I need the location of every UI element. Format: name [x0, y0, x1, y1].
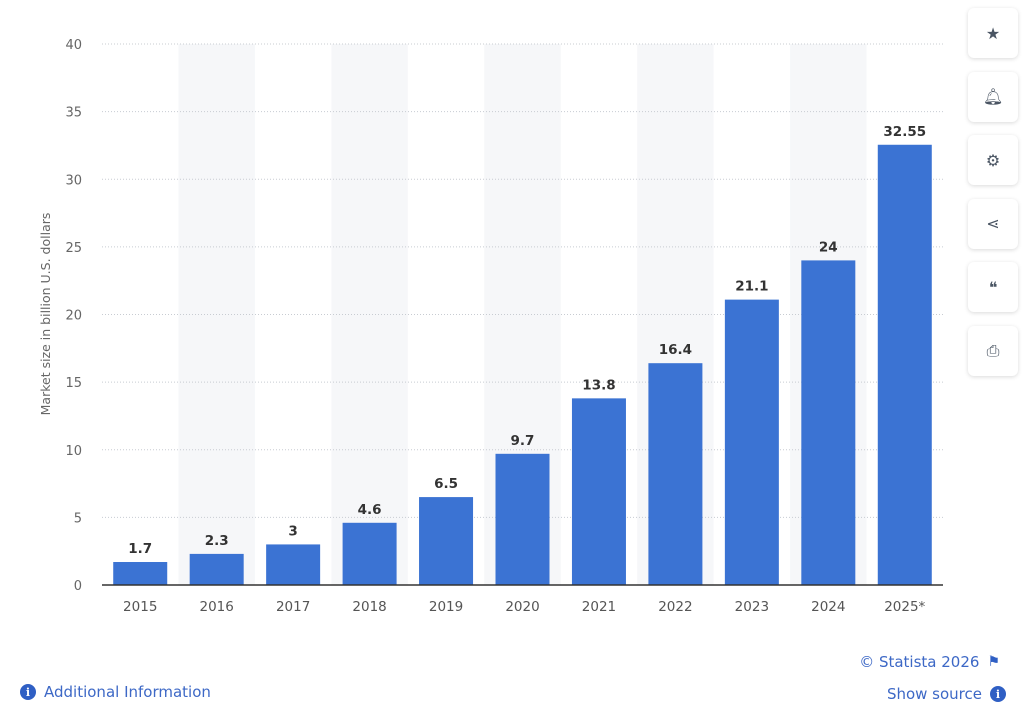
additional-information-label: Additional Information	[44, 683, 211, 701]
x-tick-label: 2019	[429, 599, 463, 615]
data-label: 1.7	[128, 541, 152, 557]
copyright-link[interactable]: © Statista 2026 ⚑	[859, 653, 1000, 671]
data-label: 4.6	[358, 502, 382, 518]
gear-button[interactable]: ⚙	[968, 135, 1018, 185]
bar	[801, 260, 856, 585]
y-tick-label: 5	[74, 511, 82, 526]
data-label: 32.55	[883, 124, 926, 140]
share-icon: ⋖	[986, 214, 1000, 233]
info-icon: i	[20, 684, 36, 700]
bar	[419, 497, 474, 585]
star-button[interactable]: ★	[968, 8, 1018, 58]
data-label: 3	[288, 523, 297, 539]
y-tick-label: 25	[65, 241, 82, 256]
gear-icon: ⚙	[985, 150, 1001, 170]
x-tick-label: 2017	[276, 599, 310, 615]
x-tick-label: 2024	[811, 599, 845, 615]
bar	[189, 553, 244, 585]
quote-icon: ❝	[988, 277, 998, 297]
bar	[266, 544, 321, 585]
additional-information-link[interactable]: i Additional Information	[20, 683, 211, 701]
y-tick-label: 40	[65, 38, 82, 53]
data-label: 9.7	[511, 433, 535, 449]
y-axis-label: Market size in billion U.S. dollars	[38, 213, 53, 416]
bar	[342, 522, 397, 585]
bar-chart: 0 5 10 15 20 25 30 35 40 Market size in billion U…	[38, 38, 943, 615]
data-label: 13.8	[582, 377, 615, 393]
y-tick-label: 35	[65, 106, 82, 121]
x-tick-label: 2023	[735, 599, 769, 615]
bar	[648, 363, 703, 585]
print-icon: ⎙	[986, 340, 1000, 360]
copyright-label: © Statista 2026	[859, 653, 980, 671]
bell-button[interactable]: 🔔︎	[968, 71, 1018, 122]
x-tick-label: 2022	[658, 599, 692, 615]
show-source-label: Show source	[886, 685, 982, 703]
x-tick-label: 2016	[200, 599, 234, 615]
share-button[interactable]: ⋖	[968, 198, 1018, 249]
data-label: 2.3	[205, 533, 229, 549]
bar	[724, 299, 779, 585]
quote-button[interactable]: ❝	[968, 262, 1018, 312]
info-icon: i	[990, 686, 1006, 702]
x-tick-label: 2020	[505, 599, 539, 615]
show-source-link[interactable]: Show source i	[887, 685, 1006, 703]
y-tick-label: 30	[65, 173, 82, 188]
y-tick-label: 10	[65, 444, 82, 459]
y-tick-label: 0	[74, 579, 82, 594]
x-tick-label: 2018	[352, 599, 386, 615]
data-label: 16.4	[659, 342, 692, 358]
y-tick-label: 20	[65, 309, 82, 324]
data-label: 24	[819, 239, 838, 255]
star-icon: ★	[985, 23, 1001, 43]
data-label: 6.5	[434, 476, 458, 492]
data-label: 21.1	[735, 279, 768, 295]
flag-icon: ⚑	[987, 654, 1000, 670]
bar	[571, 398, 626, 585]
x-tick-label: 2015	[123, 599, 157, 615]
x-tick-label: 2025*	[884, 599, 925, 615]
x-tick-label: 2021	[582, 599, 616, 615]
bell-icon: 🔔︎	[982, 87, 1004, 106]
bar	[877, 144, 932, 586]
bar	[495, 453, 550, 585]
bar	[113, 562, 168, 585]
y-tick-label: 15	[65, 376, 82, 391]
print-button[interactable]: ⎙	[968, 325, 1018, 376]
